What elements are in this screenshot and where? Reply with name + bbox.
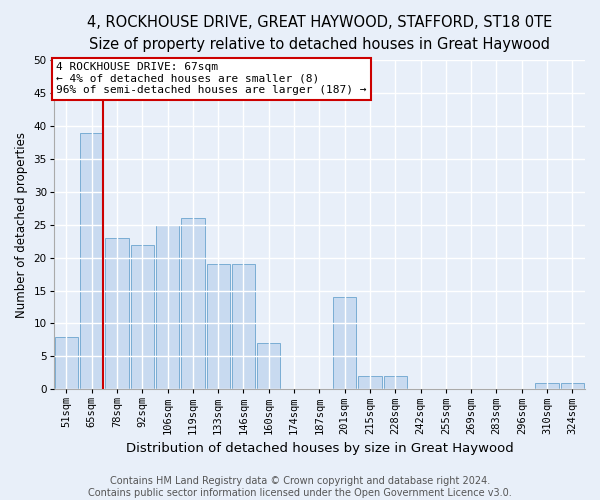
Bar: [55, 336, 78, 389]
Bar: [358, 376, 382, 389]
Bar: [232, 264, 255, 389]
Bar: [333, 297, 356, 389]
Text: 4 ROCKHOUSE DRIVE: 67sqm
← 4% of detached houses are smaller (8)
96% of semi-det: 4 ROCKHOUSE DRIVE: 67sqm ← 4% of detache…: [56, 62, 367, 95]
Bar: [535, 382, 559, 389]
Bar: [181, 218, 205, 389]
Bar: [106, 238, 128, 389]
Title: 4, ROCKHOUSE DRIVE, GREAT HAYWOOD, STAFFORD, ST18 0TE
Size of property relative : 4, ROCKHOUSE DRIVE, GREAT HAYWOOD, STAFF…: [87, 15, 552, 52]
Bar: [383, 376, 407, 389]
Bar: [131, 244, 154, 389]
Y-axis label: Number of detached properties: Number of detached properties: [15, 132, 28, 318]
Text: Contains HM Land Registry data © Crown copyright and database right 2024.
Contai: Contains HM Land Registry data © Crown c…: [88, 476, 512, 498]
Bar: [257, 343, 280, 389]
Bar: [156, 225, 179, 389]
Bar: [80, 132, 103, 389]
Bar: [206, 264, 230, 389]
X-axis label: Distribution of detached houses by size in Great Haywood: Distribution of detached houses by size …: [125, 442, 513, 455]
Bar: [561, 382, 584, 389]
